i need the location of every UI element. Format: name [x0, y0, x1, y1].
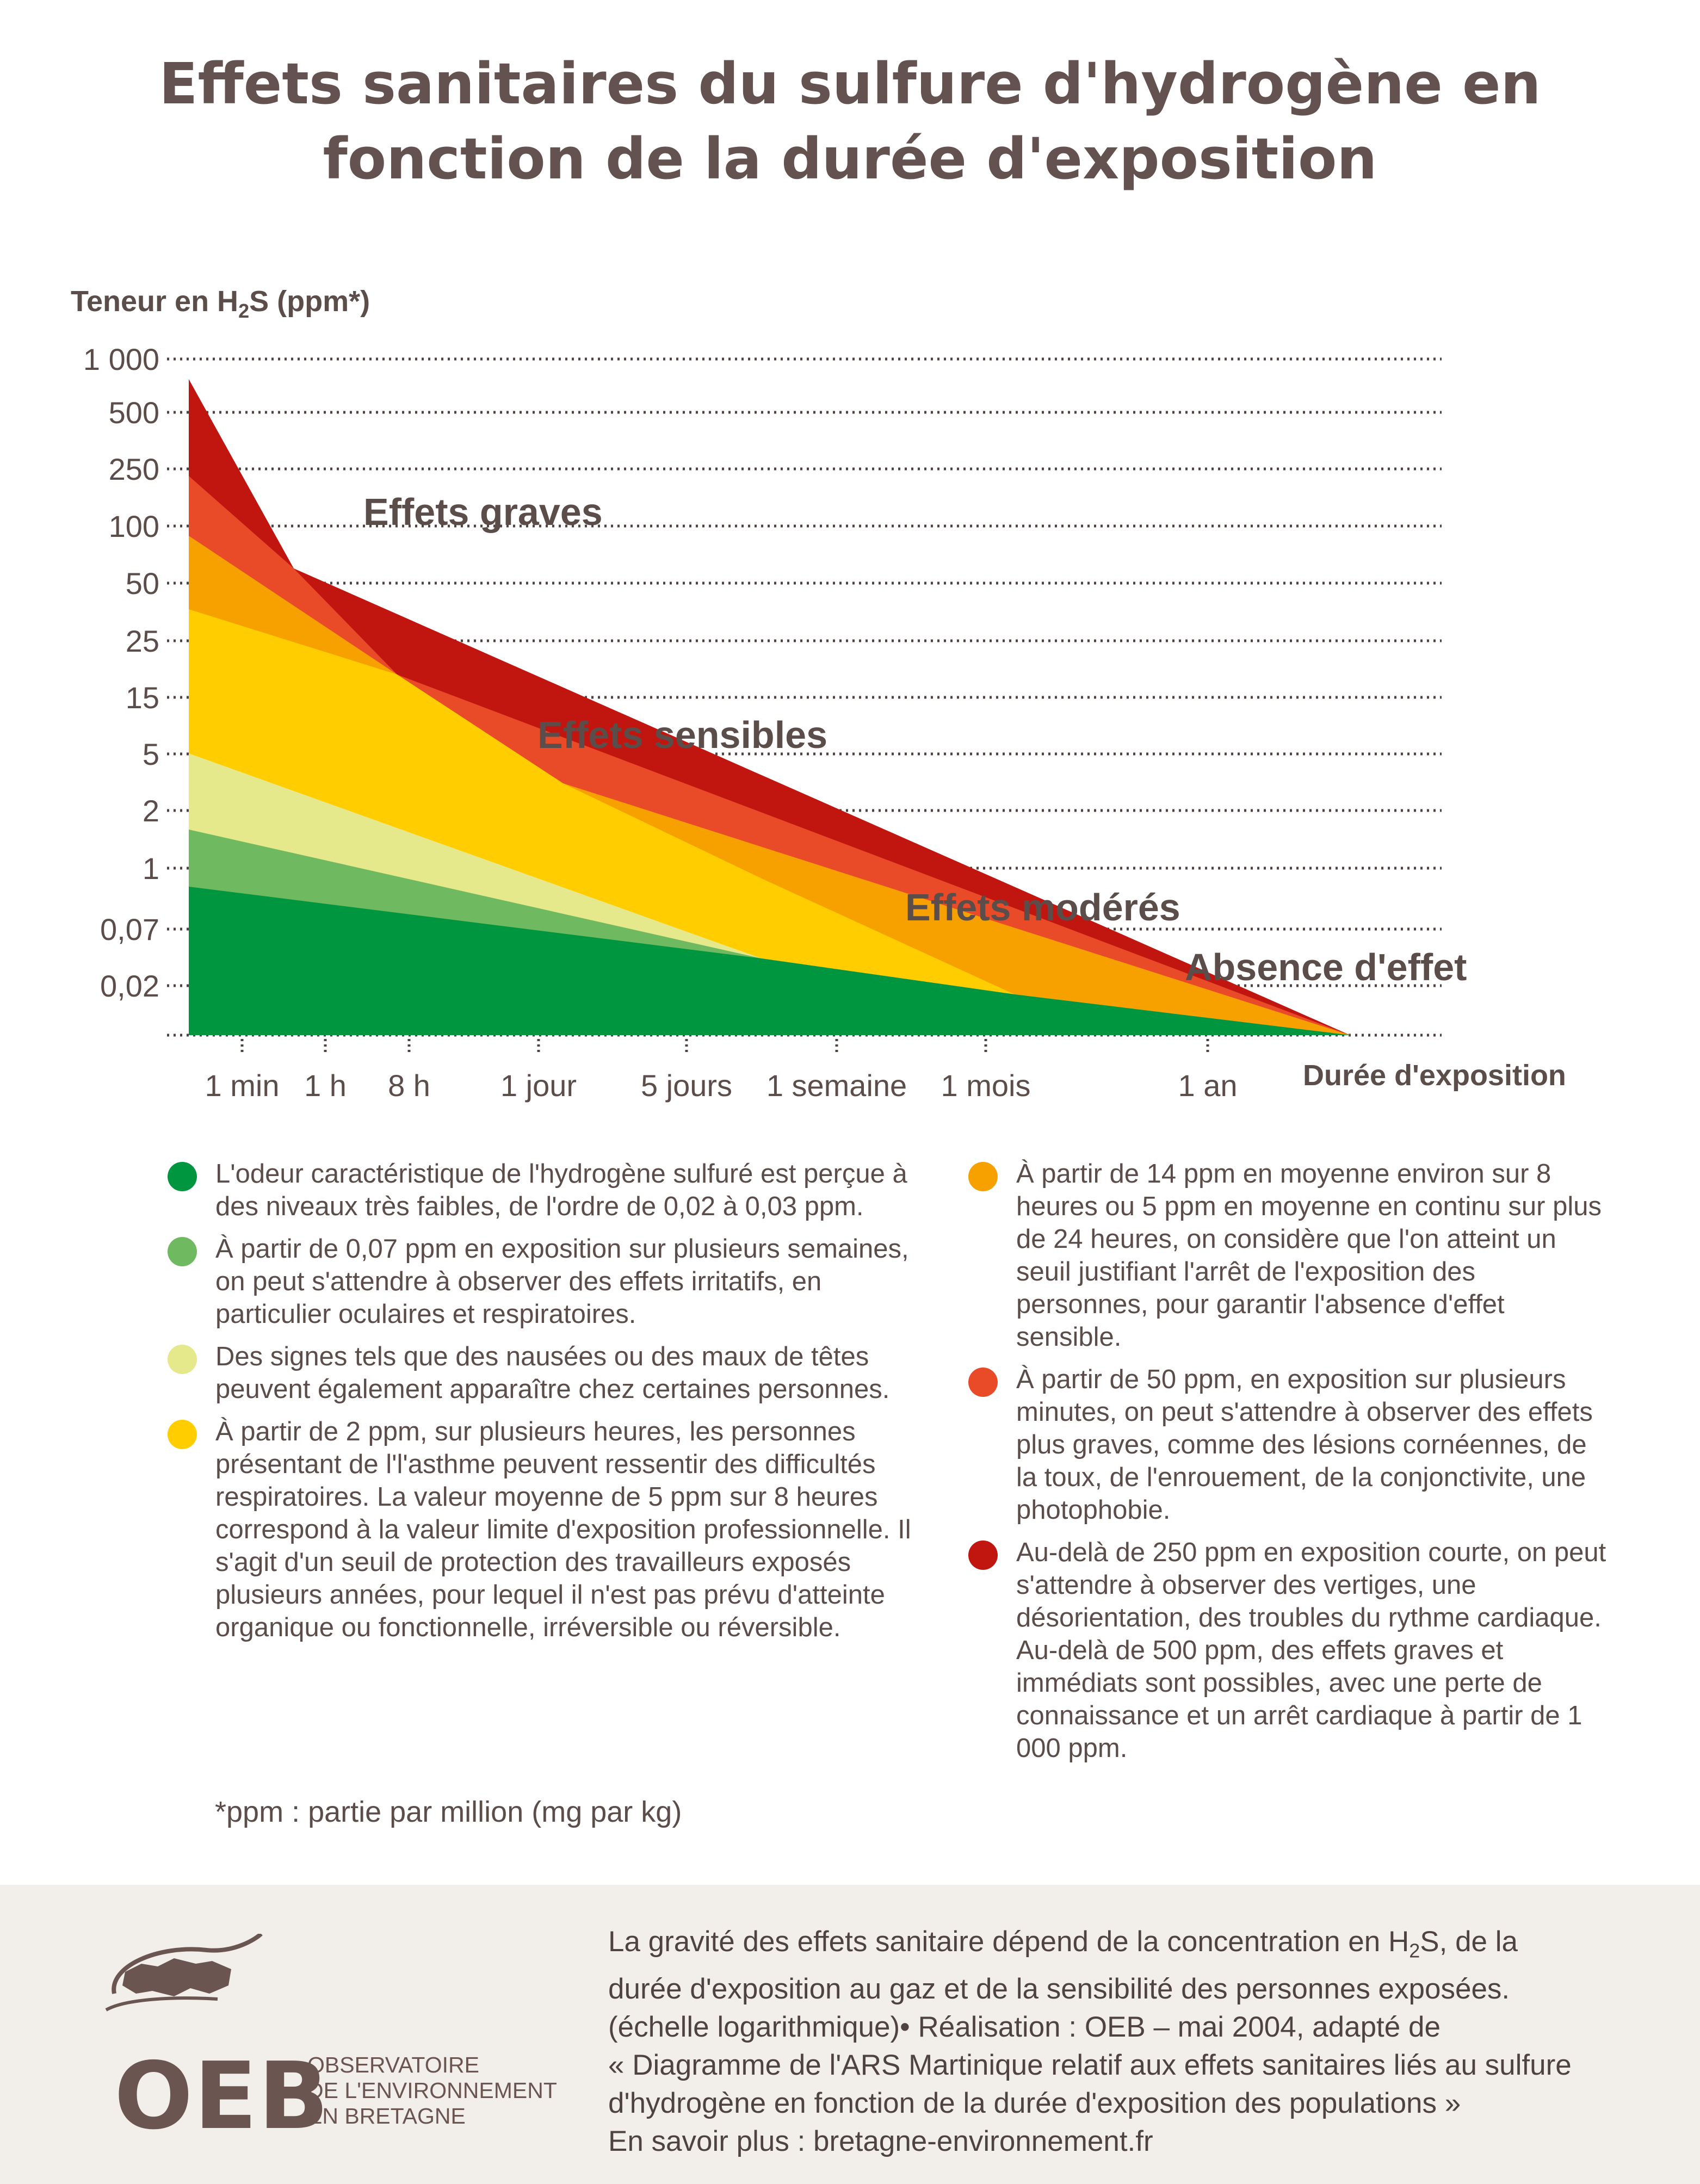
area-green: [189, 887, 1350, 1035]
footer-line-1a: La gravité des effets sanitaire dépend d…: [608, 1926, 1410, 1958]
y-tick-label: 1 000: [83, 342, 159, 376]
zone-label-sensibles: Effets sensibles: [537, 714, 827, 756]
title-line-1: Effets sanitaires du sulfure d'hydrogène…: [159, 51, 1541, 117]
y-tick-label: 250: [109, 452, 159, 486]
legend-text: À partir de 2 ppm, sur plusieurs heures,…: [215, 1417, 911, 1642]
brittany-map-icon: [105, 1934, 263, 2012]
y-tick-label: 50: [126, 566, 159, 601]
x-tick-label: 1 h: [304, 1068, 347, 1103]
legend-dot-icon: [168, 1162, 197, 1191]
y-tick-label: 0,02: [100, 969, 159, 1003]
chart-areas: [189, 379, 1350, 1035]
footer-line-6: En savoir plus : bretagne-environnement.…: [608, 2125, 1153, 2157]
oeb-logo: OEB OBSERVATOIRE DE L'ENVIRONNEMENT EN B…: [92, 1934, 560, 2157]
title-line-2: fonction de la durée d'exposition: [323, 126, 1377, 192]
legend-item: À partir de 50 ppm, en exposition sur pl…: [968, 1363, 1610, 1526]
logo-line-1: OBSERVATOIRE: [307, 2052, 479, 2077]
footer-line-4: « Diagramme de l'ARS Martinique relatif …: [608, 2049, 1572, 2081]
legend-left: L'odeur caractéristique de l'hydrogène s…: [168, 1158, 924, 1654]
y-tick-label: 2: [143, 794, 159, 828]
legend-dot-icon: [968, 1162, 998, 1191]
x-tick-label: 5 jours: [641, 1068, 732, 1103]
x-axis-label: Durée d'exposition: [1303, 1059, 1566, 1092]
x-tick-labels: 1 min 1 h 8 h 1 jour 5 jours 1 semaine 1 mois 1…: [205, 1039, 1238, 1103]
logo-line-2: DE L'ENVIRONNEMENT: [307, 2078, 557, 2103]
footer-line-3: (échelle logarithmique)• Réalisation : O…: [608, 2010, 1441, 2043]
y-tick-label: 0,07: [100, 912, 159, 946]
legend-item: Au-delà de 250 ppm en exposition courte,…: [968, 1536, 1610, 1765]
y-axis-title: Teneur en H2S (ppm*): [71, 285, 370, 322]
y-tick-label: 5: [143, 737, 159, 771]
legend-text: Au-delà de 250 ppm en exposition courte,…: [1016, 1538, 1606, 1763]
legend-item: À partir de 14 ppm en moyenne environ su…: [968, 1158, 1610, 1353]
y-tick-label: 25: [126, 624, 159, 658]
x-tick-label: 1 mois: [941, 1068, 1031, 1103]
legend-text: L'odeur caractéristique de l'hydrogène s…: [215, 1159, 907, 1221]
zone-label-moderes: Effets modérés: [905, 886, 1180, 929]
footer-text: La gravité des effets sanitaire dépend d…: [608, 1923, 1685, 2161]
footer: OEB OBSERVATOIRE DE L'ENVIRONNEMENT EN B…: [0, 1885, 1700, 2184]
legend-dot-icon: [968, 1540, 998, 1570]
footer-line-1b: S, de la: [1420, 1926, 1518, 1958]
y-axis-title-end: S (ppm*): [249, 285, 370, 318]
y-tick-labels: 1 000 500 250 100 50 25 15 5 2 1 0,07 0,02: [83, 342, 159, 1003]
logo-line-3: EN BRETAGNE: [307, 2103, 466, 2129]
page-title: Effets sanitaires du sulfure d'hydrogène…: [0, 46, 1700, 196]
y-axis-title-main: Teneur en H: [71, 285, 238, 318]
zone-label-graves: Effets graves: [363, 491, 603, 533]
x-tick-label: 8 h: [388, 1068, 430, 1103]
y-tick-label: 100: [109, 509, 159, 543]
y-tick-label: 500: [109, 395, 159, 430]
legend-dot-icon: [168, 1345, 197, 1374]
footer-line-1-sub: 2: [1409, 1939, 1420, 1962]
legend-item: L'odeur caractéristique de l'hydrogène s…: [168, 1158, 924, 1223]
footer-line-5: d'hydrogène en fonction de la durée d'ex…: [608, 2087, 1461, 2119]
zone-label-absence: Absence d'effet: [1185, 946, 1467, 988]
legend-dot-icon: [168, 1420, 197, 1449]
legend-text: À partir de 0,07 ppm en exposition sur p…: [215, 1234, 909, 1329]
legend-text: Des signes tels que des nausées ou des m…: [215, 1342, 890, 1404]
y-tick-label: 15: [126, 680, 159, 715]
logo-name: OBSERVATOIRE DE L'ENVIRONNEMENT EN BRETA…: [307, 2052, 557, 2129]
legend-dot-icon: [968, 1368, 998, 1397]
legend-item: À partir de 2 ppm, sur plusieurs heures,…: [168, 1415, 924, 1644]
y-axis-title-sub: 2: [238, 300, 249, 322]
y-tick-label: 1: [143, 851, 159, 886]
legend-right: À partir de 14 ppm en moyenne environ su…: [968, 1158, 1610, 1774]
legend-text: À partir de 14 ppm en moyenne environ su…: [1016, 1159, 1602, 1352]
x-tick-label: 1 semaine: [766, 1068, 907, 1103]
logo-acronym: OEB: [114, 2043, 330, 2150]
x-tick-label: 1 jour: [500, 1068, 577, 1103]
legend-text: À partir de 50 ppm, en exposition sur pl…: [1016, 1365, 1593, 1525]
exposure-chart: Teneur en H2S (ppm*) 1 00050025010050251…: [71, 285, 1566, 1103]
footer-line-2: durée d'exposition au gaz et de la sensi…: [608, 1972, 1510, 2005]
footer-line-1: La gravité des effets sanitaire dépend d…: [608, 1923, 1685, 1970]
legend-item: À partir de 0,07 ppm en exposition sur p…: [168, 1233, 924, 1331]
legend-item: Des signes tels que des nausées ou des m…: [168, 1340, 924, 1406]
x-tick-label: 1 min: [205, 1068, 280, 1103]
x-tick-label: 1 an: [1178, 1068, 1238, 1103]
legend-dot-icon: [168, 1237, 197, 1266]
footnote: *ppm : partie par million (mg par kg): [215, 1796, 682, 1828]
